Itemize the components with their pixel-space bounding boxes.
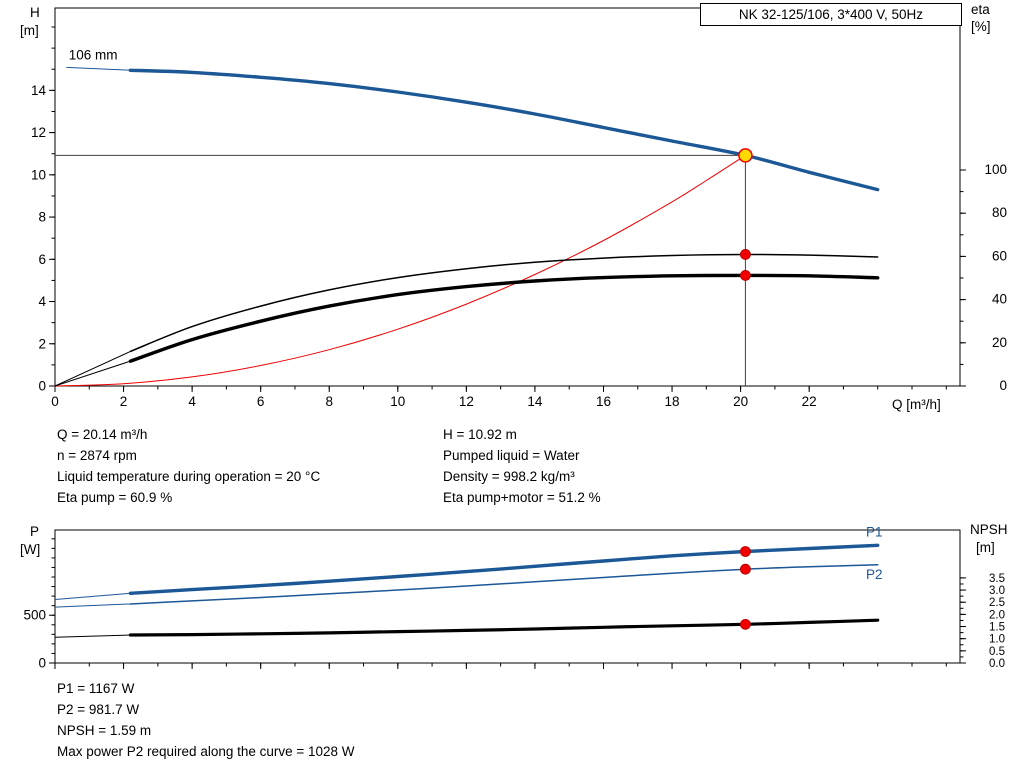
x-axis-title: Q [m³/h] — [892, 397, 941, 412]
info-line-speed: n = 2874 rpm — [57, 448, 137, 463]
eta-pump-curve-lead — [54, 350, 131, 387]
eta-pump-curve — [129, 253, 879, 353]
info-line-head: H = 10.92 m — [443, 427, 517, 442]
right-axis-title: [%] — [971, 19, 991, 34]
head-curve — [128, 68, 880, 192]
info-line-q: Q = 20.14 m³/h — [57, 427, 148, 442]
system-curve — [54, 154, 746, 387]
head-curve-lead — [66, 66, 131, 71]
power-npsh-chart-axes: 0 500 0.00.51.01.52.02.53.03.5 — [23, 538, 1005, 671]
right-tick-label: 3.5 — [989, 573, 1005, 585]
p2-curve-label: P2 — [866, 567, 883, 582]
left-tick-label: 14 — [31, 83, 47, 98]
x-tick-label: 22 — [802, 394, 817, 409]
x-tick-label: 16 — [596, 394, 611, 409]
eta-pump-dot — [740, 249, 751, 260]
x-tick-label: 0 — [51, 394, 59, 409]
x-tick-label: 2 — [120, 394, 128, 409]
npsh-dot — [740, 618, 751, 630]
x-tick-label: 12 — [459, 394, 474, 409]
left-tick-label: 0 — [38, 656, 46, 671]
info-line-density: Density = 998.2 kg/m³ — [443, 469, 575, 484]
p1-curve — [128, 543, 880, 595]
right-tick-label: 2.5 — [989, 597, 1005, 609]
right-axis-title: [m] — [976, 540, 995, 555]
npsh-curve — [128, 618, 880, 637]
hq-eta-chart-frame — [54, 7, 961, 387]
left-tick-label: 500 — [23, 608, 46, 623]
right-tick-label: 100 — [984, 162, 1007, 177]
right-tick-label: 2.0 — [989, 609, 1005, 621]
hq-eta-chart: 0 2 4 6 8 10 12 14 16 18 20 22 0 2 4 6 8 10 12 14 0 20 40 60 80 1… — [20, 2, 1007, 412]
info-line-eta-pump-motor: Eta pump+motor = 51.2 % — [443, 490, 601, 505]
x-tick-label: 6 — [257, 394, 265, 409]
x-tick-label: 20 — [733, 394, 748, 409]
left-tick-label: 10 — [31, 167, 46, 182]
duty-info-right-column: H = 10.92 m Pumped liquid = Water Densit… — [443, 424, 601, 508]
p2-curve-lead — [54, 603, 131, 608]
left-tick-label: 12 — [31, 125, 46, 140]
info-line-eta-pump: Eta pump = 60.9 % — [57, 490, 173, 505]
right-tick-label: 60 — [992, 248, 1007, 263]
result-line-p2: P2 = 981.7 W — [57, 702, 140, 717]
pump-title-box: NK 32-125/106, 3*400 V, 50Hz — [700, 3, 962, 26]
x-tick-label: 4 — [188, 394, 196, 409]
left-axis-title: [m] — [20, 23, 39, 38]
p2-dot — [740, 563, 751, 575]
right-tick-label: 0 — [999, 378, 1007, 393]
right-tick-label: 3.0 — [989, 585, 1005, 597]
hq-eta-chart-axes: 0 2 4 6 8 10 12 14 16 18 20 22 0 2 4 6 8 10 12 14 0 20 40 60 80 1… — [31, 26, 1007, 409]
p1-curve-lead — [54, 592, 131, 600]
result-line-max-power: Max power P2 required along the curve = … — [57, 744, 355, 759]
left-tick-label: 8 — [38, 210, 46, 225]
right-axis-title: NPSH — [970, 522, 1008, 537]
duty-point[interactable] — [738, 148, 753, 163]
pump-title: NK 32-125/106, 3*400 V, 50Hz — [738, 7, 924, 22]
right-tick-label: 80 — [992, 205, 1007, 220]
right-tick-label: 20 — [992, 335, 1007, 350]
left-tick-label: 4 — [38, 294, 46, 309]
left-tick-label: 0 — [38, 379, 46, 394]
result-line-npsh: NPSH = 1.59 m — [57, 723, 152, 738]
left-tick-label: 6 — [38, 252, 46, 267]
x-tick-label: 8 — [325, 394, 333, 409]
x-tick-label: 14 — [527, 394, 543, 409]
info-line-liquid: Pumped liquid = Water — [443, 448, 580, 463]
p2-curve — [129, 564, 879, 605]
x-tick-label: 10 — [390, 394, 405, 409]
power-npsh-chart: 0 500 0.00.51.01.52.02.53.03.5 P1 P2 P [W] NPSH… — [20, 522, 1008, 671]
left-tick-label: 2 — [38, 336, 46, 351]
result-line-p1: P1 = 1167 W — [57, 681, 135, 696]
right-tick-label: 1.0 — [989, 634, 1005, 646]
info-line-temperature: Liquid temperature during operation = 20… — [57, 469, 321, 484]
eta-pump-motor-curve-lead — [54, 360, 131, 387]
right-tick-label: 0.0 — [989, 658, 1005, 670]
p1-dot — [740, 546, 751, 557]
x-tick-label: 18 — [665, 394, 680, 409]
eta-pump-motor-dot — [740, 270, 751, 281]
power-npsh-chart-frame — [54, 529, 961, 664]
duty-info-left-column: Q = 20.14 m³/h n = 2874 rpm Liquid tempe… — [57, 424, 320, 508]
left-axis-title: [W] — [20, 542, 40, 557]
impeller-size-label: 106 mm — [69, 48, 118, 63]
left-axis-title: H — [30, 5, 40, 20]
right-tick-label: 1.5 — [989, 622, 1005, 634]
npsh-curve-lead — [54, 634, 131, 638]
results-block: P1 = 1167 W P2 = 981.7 W NPSH = 1.59 m M… — [57, 678, 355, 762]
right-axis-title: eta — [971, 2, 990, 17]
right-tick-label: 0.5 — [989, 646, 1005, 658]
left-axis-title: P — [30, 524, 39, 539]
p1-curve-label: P1 — [866, 524, 883, 539]
right-tick-label: 40 — [992, 292, 1007, 307]
